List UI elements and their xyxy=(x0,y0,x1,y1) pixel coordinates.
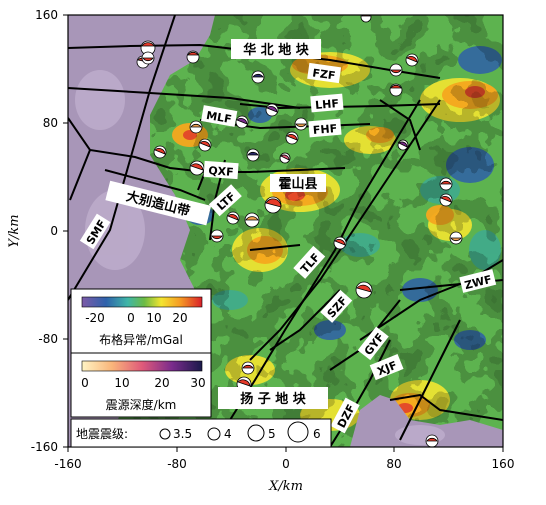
event-symbol[interactable] xyxy=(189,160,205,176)
gravity-tick: 0 xyxy=(127,311,135,325)
event-symbol[interactable] xyxy=(405,53,419,67)
depth-tick: 0 xyxy=(81,376,89,390)
x-tick-label: -80 xyxy=(167,457,187,471)
y-tick-label: -160 xyxy=(31,440,58,454)
event-symbol[interactable] xyxy=(189,120,203,134)
event-symbol[interactable] xyxy=(153,145,167,159)
event-symbol[interactable] xyxy=(439,177,453,191)
gravity-legend-title: 布格异常/mGal xyxy=(99,332,183,347)
event-symbol[interactable] xyxy=(264,196,282,214)
fault-label-fhf: FHF xyxy=(312,122,337,137)
fault-labels: FZF LHF FHF MLF QXF LTF SMF TLF SZF GYF … xyxy=(79,62,497,434)
magnitude-circle xyxy=(287,421,309,443)
earthquake-events xyxy=(136,12,463,447)
gravity-legend: -20 0 10 20 布格异常/mGal xyxy=(70,288,212,354)
event-symbol[interactable] xyxy=(279,152,291,164)
event-symbol[interactable] xyxy=(226,211,240,225)
huoshan-label: 霍山县 xyxy=(278,176,317,192)
event-symbol[interactable] xyxy=(389,83,403,97)
gravity-colorbar xyxy=(81,296,203,308)
axis-tick-marks xyxy=(63,14,504,452)
x-tick-label: 160 xyxy=(492,457,515,471)
event-symbol[interactable] xyxy=(449,231,463,245)
magnitude-circle xyxy=(159,428,171,440)
magnitude-legend-title: 地震震级: xyxy=(76,427,128,441)
event-symbol[interactable] xyxy=(333,236,347,250)
depth-colorbar xyxy=(81,360,203,372)
event-symbol[interactable] xyxy=(355,281,373,299)
north-block-label: 华 北 地 块 xyxy=(243,42,310,58)
depth-tick: 30 xyxy=(190,376,205,390)
event-symbol[interactable] xyxy=(186,50,200,64)
x-axis-title: X/km xyxy=(268,479,303,494)
event-symbol[interactable] xyxy=(251,70,265,84)
gravity-tick: 10 xyxy=(146,311,161,325)
x-tick-label: 80 xyxy=(386,457,401,471)
magnitude-label: 6 xyxy=(313,427,321,441)
magnitude-legend: 地震震级: 3.5 4 5 6 xyxy=(70,418,332,448)
event-symbol[interactable] xyxy=(140,40,156,56)
event-symbol[interactable] xyxy=(235,115,249,129)
y-tick-label: 80 xyxy=(43,116,58,130)
event-symbol[interactable] xyxy=(210,229,224,243)
depth-tick: 10 xyxy=(114,376,129,390)
event-symbol[interactable] xyxy=(294,117,308,131)
event-symbol[interactable] xyxy=(389,63,403,77)
x-tick-label: 0 xyxy=(282,457,290,471)
event-symbol[interactable] xyxy=(246,148,260,162)
event-symbol[interactable] xyxy=(241,361,255,375)
fault-label-mlf: MLF xyxy=(205,109,232,126)
event-symbol[interactable] xyxy=(141,51,155,65)
event-symbol[interactable] xyxy=(425,434,439,447)
gravity-tick: -20 xyxy=(85,311,105,325)
x-axis: -160 -80 0 80 160 X/km xyxy=(54,457,514,494)
magnitude-circle xyxy=(207,427,221,441)
yangtze-block-label: 扬 子 地 块 xyxy=(240,391,307,407)
fault-label-lhf: LHF xyxy=(315,97,340,112)
y-tick-label: -80 xyxy=(38,332,58,346)
x-tick-label: -160 xyxy=(54,457,81,471)
fault-label-qxf: QXF xyxy=(208,164,234,179)
depth-legend-title: 震源深度/km xyxy=(106,397,177,412)
fault-label-zwf: ZWF xyxy=(463,273,493,292)
y-tick-label: 0 xyxy=(50,224,58,238)
y-axis: 160 80 0 -80 -160 Y/km xyxy=(7,8,58,454)
depth-tick: 20 xyxy=(154,376,169,390)
fault-label-fzf: FZF xyxy=(312,66,337,82)
magnitude-label: 5 xyxy=(268,427,276,441)
depth-legend: 0 10 20 30 震源深度/km xyxy=(70,352,212,418)
event-symbol[interactable] xyxy=(360,12,372,23)
y-axis-title: Y/km xyxy=(7,214,22,247)
event-symbol[interactable] xyxy=(244,212,260,228)
event-symbol[interactable] xyxy=(439,193,453,207)
y-tick-label: 160 xyxy=(35,8,58,22)
magnitude-label: 3.5 xyxy=(173,427,192,441)
event-symbol[interactable] xyxy=(265,103,279,117)
magnitude-label: 4 xyxy=(224,427,232,441)
magnitude-circle xyxy=(247,424,265,442)
event-symbol[interactable] xyxy=(285,131,299,145)
event-symbol[interactable] xyxy=(397,139,409,151)
event-symbol[interactable] xyxy=(198,138,212,152)
gravity-tick: 20 xyxy=(172,311,187,325)
